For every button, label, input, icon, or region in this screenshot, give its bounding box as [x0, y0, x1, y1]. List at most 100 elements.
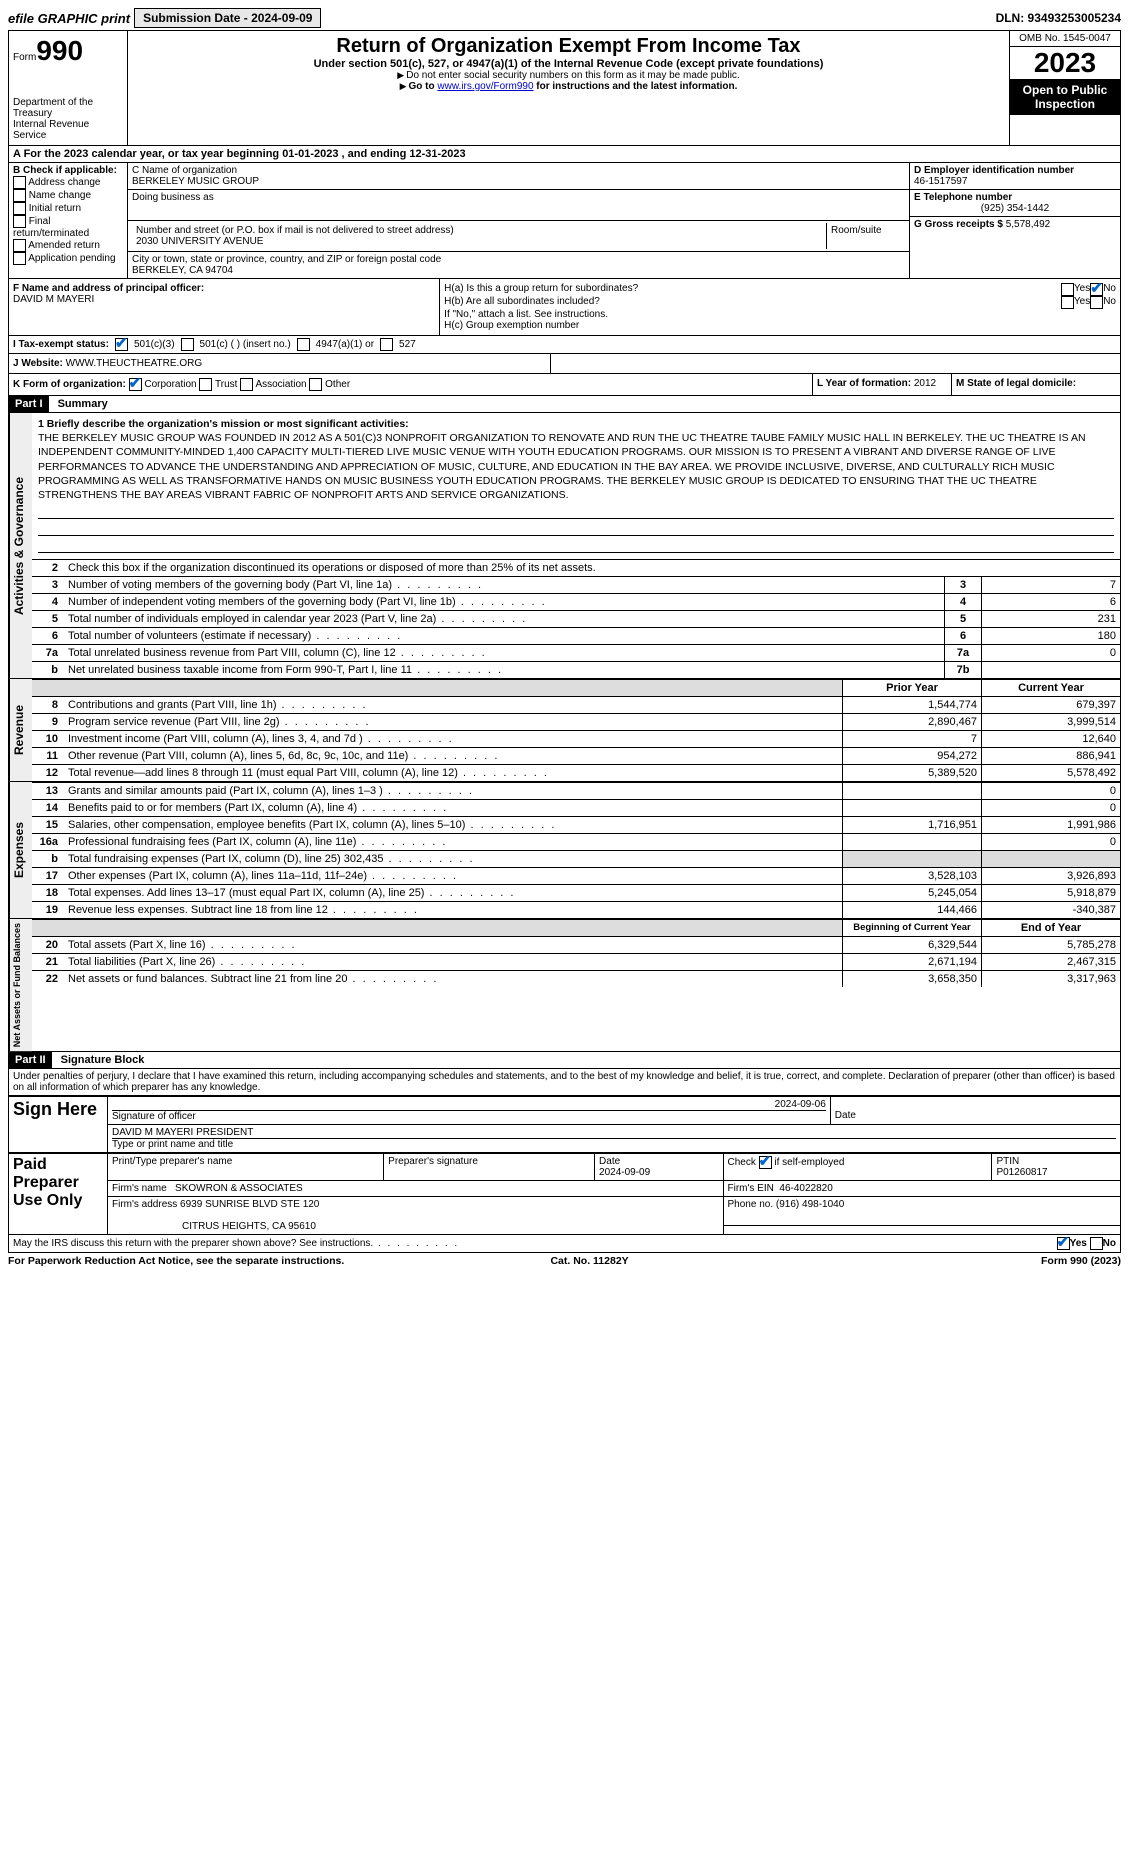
527-checkbox[interactable] — [380, 338, 393, 351]
row-i: I Tax-exempt status: 501(c)(3) 501(c) ( … — [8, 336, 1121, 354]
governance-table: 2Check this box if the organization disc… — [32, 559, 1120, 678]
4947-checkbox[interactable] — [297, 338, 310, 351]
col-d: D Employer identification number 46-1517… — [910, 163, 1120, 278]
page-footer: For Paperwork Reduction Act Notice, see … — [8, 1255, 1121, 1267]
submission-date-button[interactable]: Submission Date - 2024-09-09 — [134, 8, 321, 28]
ein-value: 46-1517597 — [914, 176, 967, 187]
line-a: A For the 2023 calendar year, or tax yea… — [8, 146, 1121, 163]
city-value: BERKELEY, CA 94704 — [132, 265, 905, 276]
year-cell: OMB No. 1545-0047 2023 Open to Public In… — [1010, 31, 1120, 145]
table-row: 10Investment income (Part VIII, column (… — [32, 731, 1120, 748]
row-j: J Website: WWW.THEUCTHEATRE.ORG — [8, 354, 1121, 374]
assoc-checkbox[interactable] — [240, 378, 253, 391]
corp-checkbox[interactable] — [129, 378, 142, 391]
colb-item: Name change — [13, 189, 123, 202]
colb-item: Application pending — [13, 252, 123, 265]
officer-name: DAVID M MAYERI — [13, 294, 94, 305]
row-k: K Form of organization: Corporation Trus… — [8, 374, 1121, 396]
hb-yes-checkbox[interactable] — [1061, 296, 1074, 309]
table-row: 8Contributions and grants (Part VIII, li… — [32, 697, 1120, 714]
table-row: 13Grants and similar amounts paid (Part … — [32, 783, 1120, 800]
ha-yes-checkbox[interactable] — [1061, 283, 1074, 296]
table-row: bTotal fundraising expenses (Part IX, co… — [32, 851, 1120, 868]
top-bar: efile GRAPHIC print Submission Date - 20… — [8, 8, 1121, 28]
goto-line: Go to www.irs.gov/Form990 for instructio… — [132, 81, 1005, 92]
footer-left: For Paperwork Reduction Act Notice, see … — [8, 1255, 344, 1267]
other-checkbox[interactable] — [309, 378, 322, 391]
colb-item: Amended return — [13, 239, 123, 252]
col-b: B Check if applicable: Address change Na… — [9, 163, 128, 278]
ha-no-checkbox[interactable] — [1090, 283, 1103, 296]
org-name: BERKELEY MUSIC GROUP — [132, 176, 905, 187]
table-row: 4Number of independent voting members of… — [32, 594, 1120, 611]
form-title: Return of Organization Exempt From Incom… — [132, 35, 1005, 58]
self-employed-checkbox[interactable] — [759, 1156, 772, 1169]
expenses-label: Expenses — [9, 782, 32, 918]
form-header: Form990 Department of the Treasury Inter… — [8, 30, 1121, 146]
city-row: City or town, state or province, country… — [128, 252, 909, 278]
room-suite: Room/suite — [827, 223, 905, 249]
table-row: 3Number of voting members of the governi… — [32, 577, 1120, 594]
colb-item: Address change — [13, 176, 123, 189]
table-row: 21Total liabilities (Part X, line 26)2,6… — [32, 954, 1120, 971]
discuss-row: May the IRS discuss this return with the… — [8, 1235, 1121, 1253]
name-label: C Name of organization — [132, 165, 905, 176]
form-number-cell: Form990 Department of the Treasury Inter… — [9, 31, 128, 145]
form-number: 990 — [36, 35, 83, 66]
colb-item: Initial return — [13, 202, 123, 215]
addr-value: 2030 UNIVERSITY AVENUE — [136, 236, 822, 247]
hb-no-checkbox[interactable] — [1090, 296, 1103, 309]
table-row: 11Other revenue (Part VIII, column (A), … — [32, 748, 1120, 765]
ein-row: D Employer identification number 46-1517… — [910, 163, 1120, 190]
gross-value: 5,578,492 — [1006, 219, 1051, 230]
tax-year: 2023 — [1010, 47, 1120, 79]
table-row: bNet unrelated business taxable income f… — [32, 662, 1120, 679]
table-row: 17Other expenses (Part IX, column (A), l… — [32, 868, 1120, 885]
discuss-no-checkbox[interactable] — [1090, 1237, 1103, 1250]
part2-header: Part II Signature Block — [8, 1052, 1121, 1069]
section-bcd: B Check if applicable: Address change Na… — [8, 163, 1121, 279]
colb-item: Final return/terminated — [13, 215, 123, 239]
efile-label: efile GRAPHIC print — [8, 11, 130, 26]
sign-here-table: Sign Here 2024-09-06 Signature of office… — [8, 1096, 1121, 1153]
group-return: H(a) Is this a group return for subordin… — [440, 279, 1120, 335]
title-cell: Return of Organization Exempt From Incom… — [128, 31, 1010, 145]
part1-header: Part I Summary — [8, 396, 1121, 413]
mission-block: 1 Briefly describe the organization's mi… — [32, 413, 1120, 559]
table-row: 22Net assets or fund balances. Subtract … — [32, 971, 1120, 988]
dln-label: DLN: 93493253005234 — [996, 11, 1121, 25]
revenue-table: Prior YearCurrent Year 8Contributions an… — [32, 679, 1120, 781]
omb-number: OMB No. 1545-0047 — [1010, 31, 1120, 47]
address-row: Number and street (or P.O. box if mail i… — [128, 221, 909, 252]
form-word: Form — [13, 52, 36, 63]
table-row: 9Program service revenue (Part VIII, lin… — [32, 714, 1120, 731]
irs-link[interactable]: www.irs.gov/Form990 — [437, 81, 533, 92]
addr-label: Number and street (or P.O. box if mail i… — [136, 225, 822, 236]
table-row: 15Salaries, other compensation, employee… — [32, 817, 1120, 834]
revenue-label: Revenue — [9, 679, 32, 781]
website-value: WWW.THEUCTHEATRE.ORG — [66, 358, 202, 369]
part1-netassets: Net Assets or Fund Balances Beginning of… — [8, 919, 1121, 1052]
table-row: 19Revenue less expenses. Subtract line 1… — [32, 902, 1120, 919]
open-inspection: Open to Public Inspection — [1010, 79, 1120, 115]
part1-governance: Activities & Governance 1 Briefly descri… — [8, 413, 1121, 679]
ssn-warning: Do not enter social security numbers on … — [132, 70, 1005, 81]
mission-text: THE BERKELEY MUSIC GROUP WAS FOUNDED IN … — [38, 432, 1086, 501]
city-label: City or town, state or province, country… — [132, 254, 905, 265]
trust-checkbox[interactable] — [199, 378, 212, 391]
501c3-checkbox[interactable] — [115, 338, 128, 351]
col-b-header: B Check if applicable: — [13, 165, 123, 176]
officer-sig: DAVID M MAYERI PRESIDENT — [112, 1127, 1116, 1139]
discuss-yes-checkbox[interactable] — [1057, 1237, 1070, 1250]
part1-expenses: Expenses 13Grants and similar amounts pa… — [8, 782, 1121, 919]
dba-row: Doing business as — [128, 190, 909, 221]
preparer-table: Paid Preparer Use Only Print/Type prepar… — [8, 1153, 1121, 1235]
501c-checkbox[interactable] — [181, 338, 194, 351]
footer-mid: Cat. No. 11282Y — [550, 1255, 628, 1267]
table-row: 18Total expenses. Add lines 13–17 (must … — [32, 885, 1120, 902]
sign-here-label: Sign Here — [9, 1097, 108, 1153]
table-row: 14Benefits paid to or for members (Part … — [32, 800, 1120, 817]
principal-officer: F Name and address of principal officer:… — [9, 279, 440, 335]
expenses-table: 13Grants and similar amounts paid (Part … — [32, 782, 1120, 918]
table-row: 5Total number of individuals employed in… — [32, 611, 1120, 628]
